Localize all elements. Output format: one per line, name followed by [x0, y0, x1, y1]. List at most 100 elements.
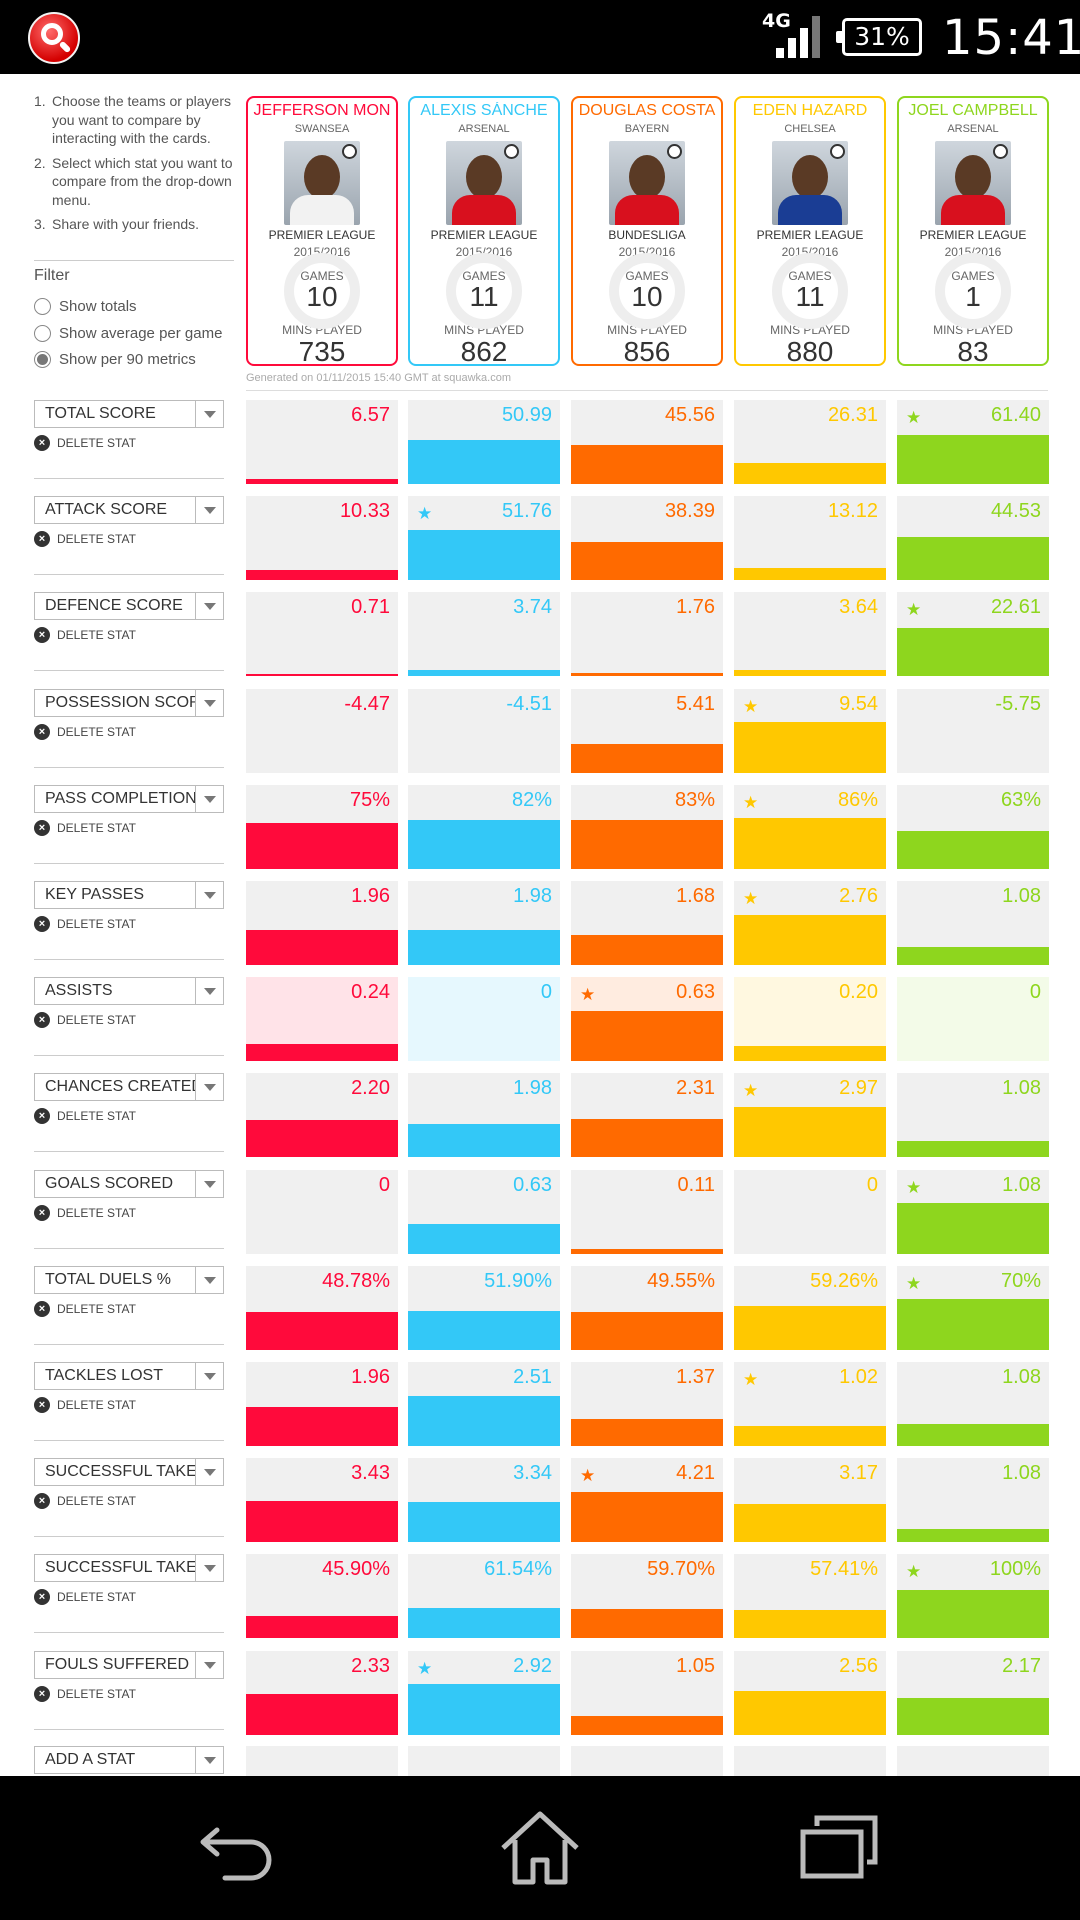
stat-select[interactable]: KEY PASSES: [34, 881, 224, 909]
stat-value: 1.05: [676, 1654, 715, 1677]
badge-icon: [342, 144, 357, 159]
stat-bar: [897, 1589, 1049, 1639]
chevron-down-icon[interactable]: [195, 497, 223, 524]
stat-cell: 13.12: [734, 496, 886, 581]
stat-bar: [571, 820, 723, 869]
recent-apps-icon[interactable]: [795, 1808, 885, 1888]
stat-select[interactable]: GOALS SCORED: [34, 1169, 224, 1198]
stat-value: 1.37: [676, 1366, 715, 1388]
games-ring: GAMES 11: [772, 253, 848, 329]
delete-stat-button[interactable]: × DELETE STAT: [34, 627, 136, 644]
filter-option[interactable]: Show per 90 metrics: [34, 351, 196, 368]
delete-stat-button[interactable]: × DELETE STAT: [34, 1589, 136, 1606]
mins-label: MINS PLAYED: [933, 323, 1013, 337]
player-club: ARSENAL: [947, 123, 999, 135]
stat-select[interactable]: ATTACK SCORE: [34, 496, 224, 525]
delete-stat-button[interactable]: × DELETE STAT: [34, 916, 136, 932]
filter-title: Filter: [34, 267, 70, 284]
player-card[interactable]: JEFFERSON MON SWANSEA PREMIER LEAGUE 2015/2…: [246, 96, 398, 367]
chevron-down-icon[interactable]: [195, 1266, 223, 1293]
mins-label: MINS PLAYED: [770, 323, 850, 337]
delete-stat-button[interactable]: × DELETE STAT: [34, 1204, 136, 1221]
delete-stat-button[interactable]: × DELETE STAT: [34, 1108, 136, 1125]
stat-cell: 3.17: [734, 1458, 886, 1543]
delete-stat-button[interactable]: × DELETE STAT: [34, 1685, 136, 1702]
delete-stat-button[interactable]: × DELETE STAT: [34, 1493, 136, 1510]
chevron-down-icon[interactable]: [195, 785, 223, 812]
chevron-down-icon[interactable]: [195, 1555, 223, 1582]
player-name: EDEN HAZARD: [752, 102, 868, 119]
stat-bar: [897, 1424, 1049, 1446]
stat-select[interactable]: POSSESSION SCORE: [34, 688, 224, 717]
mins-value: 856: [623, 336, 671, 367]
stat-label: SUCCESSFUL TAKE O: [45, 1463, 195, 1481]
back-icon[interactable]: [195, 1808, 285, 1888]
stat-value: 45.56: [664, 404, 715, 426]
games-label: GAMES: [951, 269, 995, 283]
stat-bar: [897, 1140, 1049, 1158]
stat-bar: [408, 440, 560, 484]
stat-select[interactable]: SUCCESSFUL TAKE O: [34, 1458, 224, 1487]
player-card[interactable]: ALEXIS SÁNCHE ARSENAL PREMIER LEAGUE 2015/2…: [408, 96, 560, 367]
chevron-down-icon[interactable]: [195, 593, 223, 620]
radio-button[interactable]: [34, 351, 51, 368]
chevron-down-icon[interactable]: [195, 689, 223, 716]
player-name: ALEXIS SÁNCHE: [420, 102, 548, 119]
stat-select[interactable]: ASSISTS: [34, 977, 224, 1006]
chevron-down-icon[interactable]: [195, 1747, 223, 1773]
stat-select[interactable]: PASS COMPLETION: [34, 784, 224, 813]
stat-select[interactable]: SUCCESSFUL TAKE O: [34, 1554, 224, 1583]
stat-value: 2.76: [839, 885, 878, 907]
instruction-text: Share with your friends.: [52, 216, 200, 232]
chevron-down-icon[interactable]: [195, 978, 223, 1005]
delete-stat-button[interactable]: × DELETE STAT: [34, 1397, 136, 1413]
delete-stat-button[interactable]: × DELETE STAT: [34, 531, 136, 548]
player-club: ARSENAL: [458, 123, 510, 135]
stat-select[interactable]: TOTAL DUELS %: [34, 1265, 224, 1294]
radio-button[interactable]: [34, 298, 51, 315]
stat-value: 0.63: [513, 1173, 552, 1196]
chevron-down-icon[interactable]: [195, 1074, 223, 1101]
stat-select[interactable]: TACKLES LOST: [34, 1362, 224, 1390]
stat-bar: [571, 934, 723, 965]
stat-bar: [734, 1046, 886, 1062]
stat-select[interactable]: TOTAL SCORE: [34, 400, 224, 428]
stat-select[interactable]: FOULS SUFFERED: [34, 1650, 224, 1679]
chevron-down-icon[interactable]: [195, 401, 223, 427]
home-icon[interactable]: [495, 1808, 585, 1888]
chevron-down-icon[interactable]: [195, 1170, 223, 1197]
delete-stat-button[interactable]: × DELETE STAT: [34, 435, 136, 451]
empty-stat-cell: [246, 1746, 398, 1776]
player-card[interactable]: JOEL CAMPBELL ARSENAL PREMIER LEAGUE 2015/2…: [897, 96, 1049, 367]
stat-bar: [571, 744, 723, 773]
stat-value: 2.20: [351, 1077, 390, 1100]
chevron-down-icon[interactable]: [195, 882, 223, 908]
chevron-down-icon[interactable]: [195, 1363, 223, 1389]
chevron-down-icon[interactable]: [195, 1459, 223, 1486]
divider: [34, 1343, 224, 1345]
stat-bar: [734, 1107, 886, 1158]
stat-cell: 49.55%: [571, 1265, 723, 1350]
player-card[interactable]: DOUGLAS COSTA BAYERN BUNDESLIGA 2015/2016 GA…: [571, 96, 723, 367]
stat-select[interactable]: DEFENCE SCORE: [34, 592, 224, 621]
player-card[interactable]: EDEN HAZARD CHELSEA PREMIER LEAGUE 2015/201…: [734, 96, 886, 367]
stat-cell: 70% ★: [897, 1265, 1049, 1350]
radio-button[interactable]: [34, 324, 51, 342]
stat-select[interactable]: CHANCES CREATED: [34, 1073, 224, 1102]
delete-stat-button[interactable]: × DELETE STAT: [34, 1300, 136, 1317]
stat-cell: 0: [897, 977, 1049, 1062]
star-icon: ★: [743, 1370, 759, 1389]
delete-stat-button[interactable]: × DELETE STAT: [34, 1012, 136, 1029]
chevron-down-icon[interactable]: [195, 1651, 223, 1678]
stat-cell: 48.78%: [246, 1265, 398, 1350]
stat-label: TACKLES LOST: [45, 1367, 163, 1384]
add-stat-select[interactable]: ADD A STAT: [34, 1746, 224, 1774]
delete-stat-button[interactable]: × DELETE STAT: [34, 819, 136, 836]
stat-cell: 2.92 ★: [408, 1650, 560, 1735]
filter-option[interactable]: Show totals: [34, 298, 137, 315]
star-icon: ★: [906, 600, 922, 620]
games-ring: GAMES 10: [609, 253, 685, 329]
filter-option[interactable]: Show average per game: [34, 324, 222, 342]
stat-value: 1.68: [676, 885, 715, 907]
delete-stat-button[interactable]: × DELETE STAT: [34, 723, 136, 740]
